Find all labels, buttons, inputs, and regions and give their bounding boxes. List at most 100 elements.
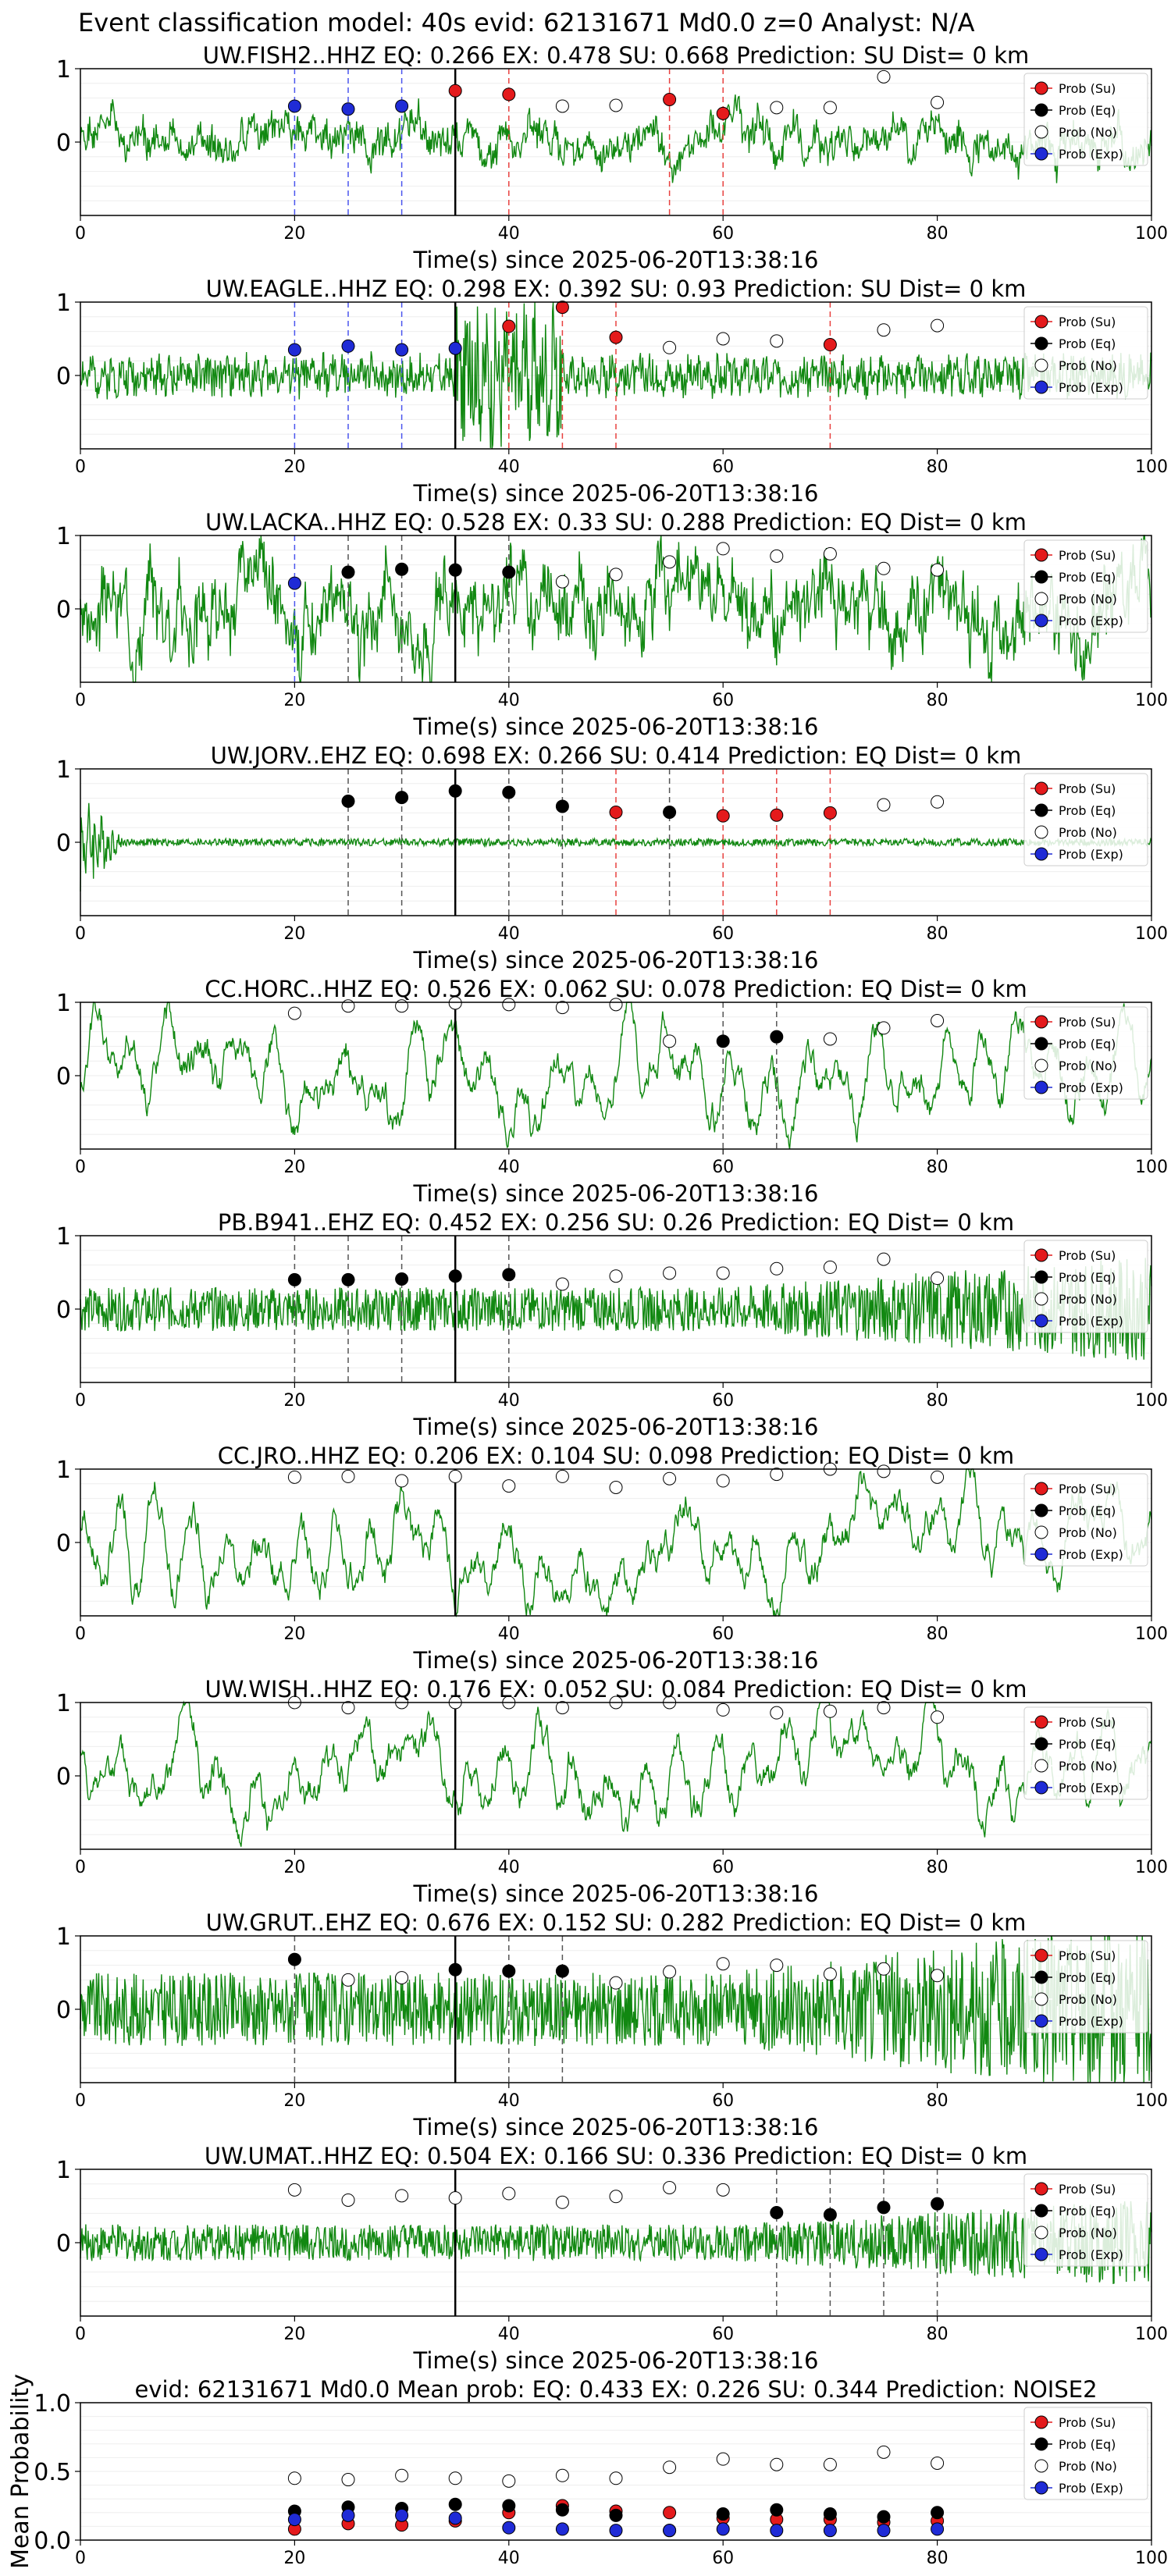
x-tick-label: 20: [283, 1158, 305, 1177]
legend-marker-su: [1034, 548, 1048, 562]
prob-point-no: [823, 101, 837, 115]
prob-point-no: [716, 2183, 730, 2197]
mean-point-eq: [716, 2507, 730, 2521]
y-tick-label: 0.0: [34, 2528, 71, 2555]
x-tick-label: 60: [712, 2549, 734, 2568]
prob-point-no: [609, 2190, 623, 2204]
x-tick-label: 80: [927, 1158, 949, 1177]
legend-label-eq: Prob (Eq): [1059, 1737, 1116, 1752]
prob-point-no: [770, 1706, 784, 1720]
prob-point-no: [287, 2183, 301, 2197]
legend-label-no: Prob (No): [1059, 1059, 1117, 1073]
subplot-title: UW.FISH2..HHZ EQ: 0.266 EX: 0.478 SU: 0.…: [203, 42, 1030, 69]
x-axis-label: Time(s) since 2025-06-20T13:38:16: [413, 2114, 819, 2140]
x-tick-label: 20: [283, 457, 305, 477]
prob-point-eq: [448, 784, 462, 798]
prob-point-no: [448, 996, 462, 1010]
prob-point-no: [770, 1959, 784, 1973]
x-tick-label: 60: [712, 1858, 734, 1877]
legend-label-eq: Prob (Eq): [1059, 1037, 1116, 1051]
prob-point-no: [716, 332, 730, 346]
y-tick-label: 0: [56, 2230, 71, 2258]
prob-point-no: [823, 1260, 837, 1274]
waveform-trace: [80, 1700, 1152, 1847]
y-tick-label: 0: [56, 830, 71, 857]
x-tick-label: 80: [927, 2091, 949, 2111]
legend-label-exp: Prob (Exp): [1059, 1080, 1123, 1095]
legend-marker-exp: [1034, 2014, 1048, 2028]
x-tick-label: 0: [75, 1858, 86, 1877]
prob-point-eq: [502, 785, 516, 799]
prob-point-eq: [823, 2208, 837, 2222]
mean-point-exp: [555, 2522, 569, 2536]
x-tick-label: 0: [75, 2091, 86, 2111]
legend-box: [1023, 1940, 1148, 2033]
x-tick-label: 60: [712, 1158, 734, 1177]
prob-point-no: [555, 2195, 569, 2209]
mean-point-no: [287, 2471, 301, 2485]
legend-marker-eq: [1034, 336, 1048, 350]
prob-point-no: [716, 1957, 730, 1971]
x-axis-label: Time(s) since 2025-06-20T13:38:16: [413, 1880, 819, 1907]
mean-point-no: [663, 2460, 677, 2475]
prob-point-eq: [341, 794, 355, 808]
x-tick-label: 0: [75, 1624, 86, 1644]
legend-label-no: Prob (No): [1059, 358, 1117, 373]
legend-box: [1023, 2173, 1148, 2267]
legend-marker-no: [1034, 1759, 1048, 1773]
prob-point-no: [877, 561, 891, 575]
legend-marker-exp: [1034, 1547, 1048, 1561]
prob-point-no: [555, 1701, 569, 1715]
x-axis-label: Time(s) since 2025-06-20T13:38:16: [413, 947, 819, 973]
y-tick-label: 1: [56, 290, 71, 317]
x-tick-label: 80: [927, 1391, 949, 1411]
legend-label-eq: Prob (Eq): [1059, 336, 1116, 351]
subplot-title: CC.HORC..HHZ EQ: 0.526 EX: 0.062 SU: 0.0…: [205, 976, 1027, 1002]
legend-marker-su: [1034, 2415, 1048, 2429]
subplot-8: 0 20 40 60 80 100 1 0 Prob (Su) Prob (Eq) Prob (No…: [56, 1909, 1168, 2140]
prob-point-su: [716, 809, 730, 823]
prob-point-eq: [287, 1952, 301, 1966]
prob-point-no: [931, 1014, 945, 1027]
y-tick-label: 1: [56, 756, 71, 784]
x-tick-label: 80: [927, 1624, 949, 1644]
legend-label-no: Prob (No): [1059, 1525, 1117, 1540]
prob-point-su: [716, 106, 730, 120]
prob-point-eq: [502, 1268, 516, 1282]
legend-box: [1023, 1240, 1148, 1333]
legend-label-eq: Prob (Eq): [1059, 1270, 1116, 1285]
prob-point-no: [877, 1252, 891, 1266]
legend-label-su: Prob (Su): [1059, 1248, 1116, 1263]
legend-box: [1023, 306, 1148, 400]
prob-point-no: [609, 1481, 623, 1494]
mean-point-no: [555, 2468, 569, 2482]
prob-point-no: [877, 798, 891, 812]
legend-label-exp: Prob (Exp): [1059, 614, 1123, 628]
prob-point-eq: [555, 799, 569, 813]
x-tick-label: 80: [927, 2325, 949, 2344]
x-tick-label: 80: [927, 457, 949, 477]
mean-point-exp: [609, 2524, 623, 2538]
prob-point-no: [716, 1703, 730, 1717]
waveform-trace: [80, 535, 1152, 683]
prob-point-no: [716, 542, 730, 556]
y-tick-label: 0: [56, 1763, 71, 1791]
subplot-5: 0 20 40 60 80 100 1 0 Prob (Su) Prob (Eq) Prob (No…: [56, 1209, 1168, 1440]
prob-point-no: [287, 1470, 301, 1484]
prob-point-no: [877, 1701, 891, 1715]
subplot-title: UW.UMAT..HHZ EQ: 0.504 EX: 0.166 SU: 0.3…: [205, 2143, 1027, 2169]
prob-point-no: [877, 1021, 891, 1035]
prob-point-eq: [395, 791, 409, 805]
legend-label-eq: Prob (Eq): [1059, 1970, 1116, 1985]
legend-label-su: Prob (Su): [1059, 1715, 1116, 1730]
subplot-1: 0 20 40 60 80 100 1 0 Prob (Su) Prob (Eq) Prob (No…: [56, 276, 1168, 507]
subplot-3: 0 20 40 60 80 100 1 0 Prob (Su) Prob (Eq) Prob (No…: [56, 742, 1168, 973]
mean-point-eq: [555, 2503, 569, 2517]
legend-label-su: Prob (Su): [1059, 548, 1116, 563]
x-tick-label: 0: [75, 2325, 86, 2344]
subplot-title: PB.B941..EHZ EQ: 0.452 EX: 0.256 SU: 0.2…: [218, 1209, 1014, 1236]
legend-marker-no: [1034, 358, 1048, 372]
mean-point-no: [931, 2456, 945, 2470]
prob-point-su: [770, 808, 784, 822]
prob-point-no: [770, 1261, 784, 1276]
